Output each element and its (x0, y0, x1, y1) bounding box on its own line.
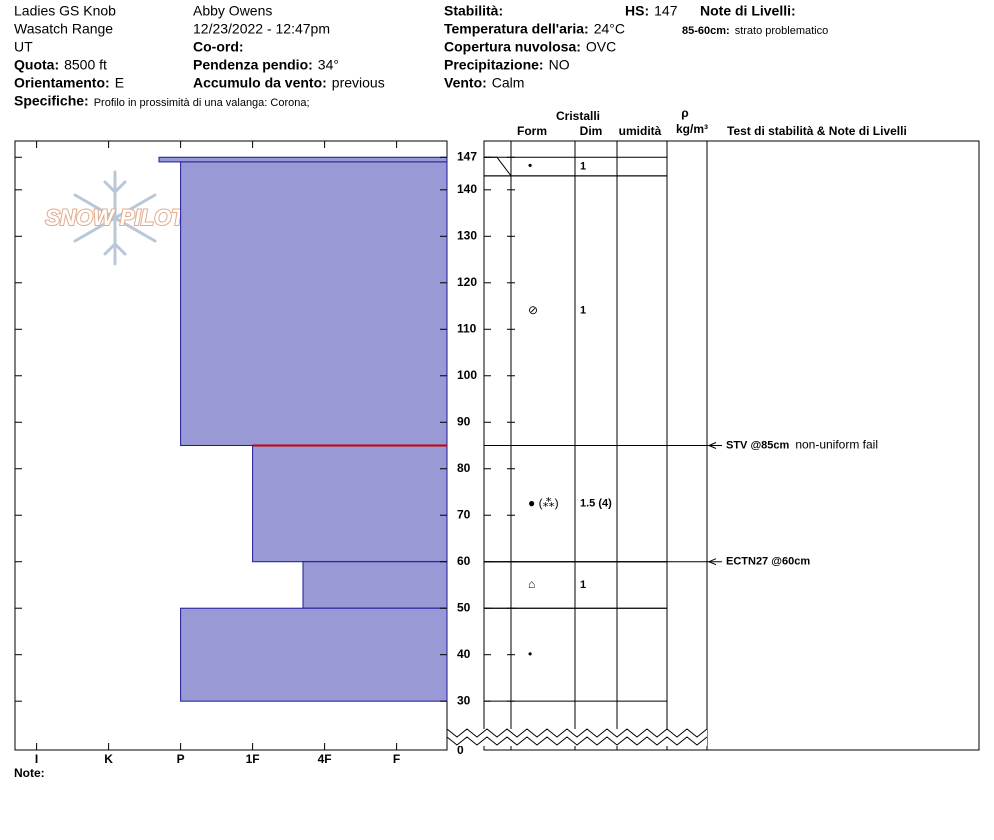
y-tick-label: 30 (457, 693, 471, 707)
column-header: umidità (619, 124, 662, 138)
y-tick-label: 130 (457, 228, 477, 242)
y-tick-label: 110 (457, 321, 477, 335)
grain-size: 1 (580, 579, 586, 591)
grain-form: • (528, 647, 532, 661)
grain-size: 1.5 (4) (580, 498, 612, 510)
y-tick-label: 100 (457, 368, 477, 382)
column-header: Cristalli (556, 109, 600, 123)
hardness-layer (302, 561, 448, 609)
field-value: NO (549, 57, 570, 73)
column-header: Dim (580, 124, 603, 138)
y-tick-label: 80 (457, 461, 471, 475)
hardness-layer (180, 607, 448, 702)
axis-break-line (446, 736, 708, 746)
field-label: Stabilità: (444, 3, 503, 19)
x-tick-label: F (393, 752, 400, 766)
hardness-layer (158, 156, 448, 163)
column-header: kg/m³ (676, 122, 708, 136)
field-label: Quota: (14, 57, 59, 73)
y-tick-label: 90 (457, 414, 471, 428)
field-label: Accumulo da vento: (193, 75, 327, 91)
hardness-layer (180, 161, 448, 446)
y-tick-label: 70 (457, 507, 471, 521)
field-label: Temperatura dell'aria: (444, 21, 589, 37)
observer: Abby Owens (193, 3, 272, 19)
grain-size: 1 (580, 305, 586, 317)
layer-notes-title: Note di Livelli: (700, 3, 796, 19)
x-tick-label: I (35, 752, 38, 766)
field-label: Vento: (444, 75, 487, 91)
ground-label: 0 (457, 743, 464, 757)
field-value: Profilo in prossimità di una valanga: Co… (94, 97, 310, 109)
logo-text: SNOW PILOT (45, 205, 186, 230)
column-header: Test di stabilità & Note di Livelli (727, 124, 907, 138)
test-result: non-uniform fail (795, 438, 878, 452)
field-value: Calm (492, 75, 525, 91)
test-arrow (707, 442, 717, 449)
field-value: strato problematico (735, 25, 829, 37)
field-label: Copertura nuvolosa: (444, 39, 581, 55)
test-name: ECTN27 @60cm (726, 556, 810, 568)
grain-form: • (528, 159, 532, 173)
y-tick-label: 50 (457, 600, 471, 614)
hardness-layer (252, 445, 448, 563)
field-value: OVC (586, 39, 616, 55)
site: Ladies GS Knob (14, 3, 116, 19)
y-tick-label: 147 (457, 149, 477, 163)
field-value: 8500 ft (64, 57, 107, 73)
field-label: Orientamento: (14, 75, 110, 91)
logo (73, 170, 157, 266)
x-tick-label: 4F (318, 752, 332, 766)
range: Wasatch Range (14, 21, 113, 37)
field-label: HS: (625, 3, 649, 19)
test-name: STV @85cm (726, 439, 790, 451)
state: UT (14, 39, 33, 55)
grain-form: ⊘ (528, 303, 538, 317)
field-value: 24°C (594, 21, 625, 37)
test-arrow (707, 558, 717, 566)
x-tick-label: 1F (246, 752, 260, 766)
x-tick-label: K (104, 752, 113, 766)
grain-form: ● (⁂) (528, 496, 559, 510)
y-tick-label: 120 (457, 275, 477, 289)
layer-connector (484, 156, 512, 177)
grain-form: ⌂ (528, 577, 535, 591)
grain-size: 1 (580, 160, 586, 172)
datetime: 12/23/2022 - 12:47pm (193, 21, 330, 37)
field-label: Specifiche: (14, 93, 89, 109)
y-tick-label: 40 (457, 647, 471, 661)
field-label: Pendenza pendio: (193, 57, 313, 73)
y-tick-label: 140 (457, 182, 477, 196)
field-value: E (115, 75, 124, 91)
column-header: Form (517, 124, 547, 138)
notes-label: Note: (14, 766, 45, 780)
field-label: 85-60cm: (682, 25, 730, 37)
field-label: Precipitazione: (444, 57, 544, 73)
field-value: 34° (318, 57, 339, 73)
x-tick-label: P (177, 752, 185, 766)
field-value: previous (332, 75, 385, 91)
field-value: 147 (654, 3, 678, 19)
column-header: ρ (681, 106, 688, 120)
field-label: Co-ord: (193, 39, 244, 55)
y-tick-label: 60 (457, 554, 471, 568)
axis-break-line (446, 728, 708, 738)
